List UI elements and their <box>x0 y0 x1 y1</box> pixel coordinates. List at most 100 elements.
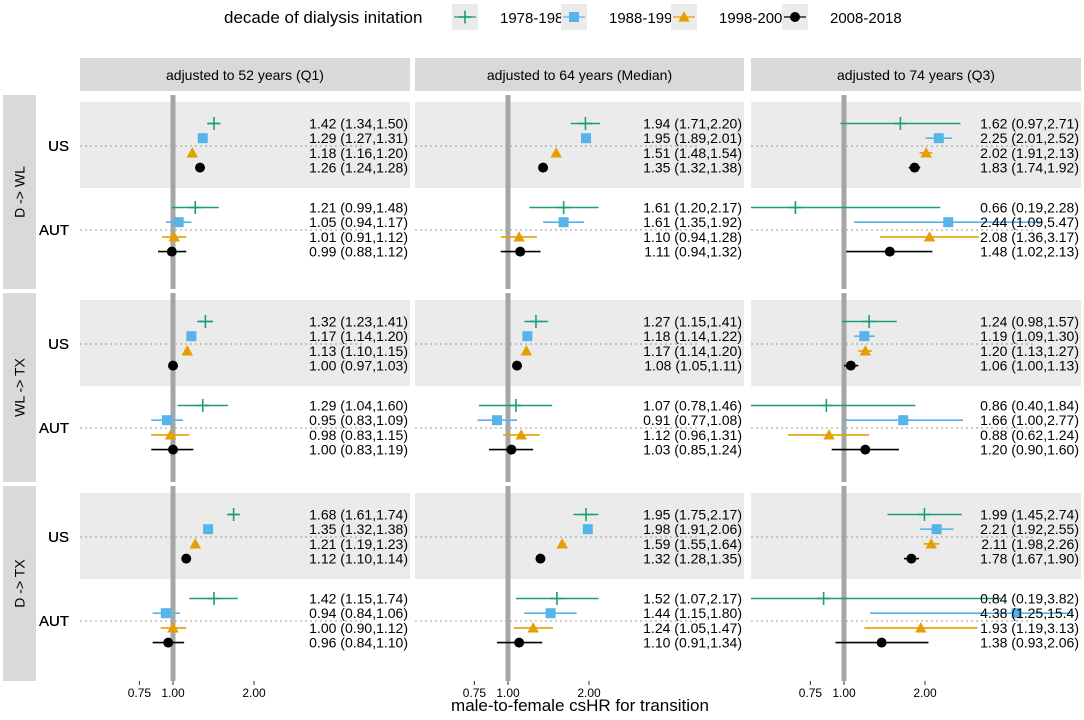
x-tick-label: 1.00 <box>832 686 856 700</box>
estimate-label: 1.19 (1.09,1.30) <box>980 328 1079 344</box>
country-label: AUT <box>39 420 69 437</box>
estimate-label: 1.12 (0.96,1.31) <box>643 427 742 443</box>
column-strip <box>751 58 1081 91</box>
legend-entry-label: 1978-1987 <box>500 10 572 27</box>
estimate-label: 0.99 (0.88,1.12) <box>309 244 408 260</box>
column-strip-label: adjusted to 52 years (Q1) <box>166 67 324 83</box>
estimate-label: 1.35 (1.32,1.38) <box>309 521 408 537</box>
point-circle <box>906 553 917 564</box>
legend-marker-circle <box>790 12 800 22</box>
x-tick-label: 1.00 <box>496 686 520 700</box>
row-strip-label: WL -> TX <box>12 357 28 416</box>
estimate-label: 2.11 (1.98,2.26) <box>981 536 1079 552</box>
estimate-label: 1.48 (1.02,2.13) <box>980 244 1079 260</box>
point-triangle <box>515 429 527 440</box>
x-tick-label: 1.00 <box>161 686 185 700</box>
point-square <box>173 217 184 228</box>
country-label: US <box>48 336 69 353</box>
x-tick-label: 2.00 <box>242 686 266 700</box>
us-band <box>80 493 410 579</box>
panel: US AUT 1.99 (1.45,2.74)2.21 (1.92,2.55)2.1… <box>39 486 1081 681</box>
country-label: AUT <box>39 222 69 239</box>
estimate-label: 1.21 (1.19,1.23) <box>309 536 408 552</box>
country-label: US <box>48 138 69 155</box>
x-tick-label: 2.00 <box>577 686 601 700</box>
us-band <box>415 300 744 386</box>
point-circle <box>181 553 192 564</box>
point-square <box>186 331 197 342</box>
estimate-label: 0.88 (0.62,1.24) <box>980 427 1079 443</box>
estimate-label: 1.61 (1.35,1.92) <box>643 214 742 230</box>
point-square <box>522 331 533 342</box>
us-band <box>80 102 410 188</box>
panel: US AUT 1.62 (0.97,2.71)2.25 (2.01,2.52)2.0… <box>39 95 1081 289</box>
point-triangle <box>915 622 927 633</box>
estimate-label: 0.91 (0.77,1.08) <box>643 412 742 428</box>
point-circle <box>538 162 549 173</box>
estimate-label: 2.21 (1.92,2.55) <box>980 521 1079 537</box>
estimate-label: 1.03 (0.85,1.24) <box>643 442 742 458</box>
point-square <box>943 217 954 228</box>
estimate-label: 1.38 (0.93,2.06) <box>980 635 1079 651</box>
row-strip-label: D -> WL <box>12 166 28 218</box>
estimate-label: 2.25 (2.01,2.52) <box>980 130 1079 146</box>
country-label: US <box>48 336 69 353</box>
estimate-label: 1.05 (0.94,1.17) <box>309 214 408 230</box>
estimate-label: 1.32 (1.28,1.35) <box>643 551 742 567</box>
column-strip <box>80 58 410 91</box>
point-triangle <box>920 147 932 158</box>
estimate-label: 1.93 (1.19,3.13) <box>980 620 1079 636</box>
point-triangle <box>181 345 194 356</box>
estimate-label: 1.94 (1.71,2.20) <box>643 116 742 132</box>
estimate-label: 1.61 (1.20,2.17) <box>643 200 742 216</box>
point-triangle <box>556 538 568 549</box>
estimate-label: 0.66 (0.19,2.28) <box>980 200 1079 216</box>
point-circle <box>909 162 920 173</box>
point-square <box>581 133 592 144</box>
point-square <box>491 415 502 426</box>
point-square <box>545 608 556 619</box>
us-band <box>415 493 744 579</box>
estimate-label: 1.12 (1.10,1.14) <box>309 551 408 567</box>
x-tick-label: 0.75 <box>799 686 823 700</box>
row-strips: D -> WL WL -> TX D -> TX <box>3 95 36 681</box>
estimate-label: 1.07 (0.78,1.46) <box>643 398 742 414</box>
panel: US AUT 1.32 (1.23,1.41)1.17 (1.14,1.20)1.1… <box>39 293 410 482</box>
point-square <box>558 217 569 228</box>
estimate-label: 0.98 (0.83,1.15) <box>309 427 408 443</box>
panel: US AUT 1.94 (1.71,2.20)1.95 (1.89,2.01)1.5… <box>39 95 744 289</box>
estimate-label: 1.11 (0.94,1.32) <box>644 244 742 260</box>
us-band <box>751 300 1081 386</box>
point-square <box>197 133 208 144</box>
estimate-label: 1.44 (1.15,1.80) <box>643 605 742 621</box>
estimate-label: 1.42 (1.34,1.50) <box>309 116 408 132</box>
x-tick-label: 0.75 <box>128 686 152 700</box>
estimate-label: 1.06 (1.00,1.13) <box>980 358 1079 374</box>
estimate-label: 0.84 (0.19,3.82) <box>980 591 1079 607</box>
estimate-label: 1.62 (0.97,2.71) <box>980 116 1079 132</box>
point-square <box>1011 608 1022 619</box>
panel: US AUT 1.42 (1.34,1.50)1.29 (1.27,1.31)1.1… <box>39 95 410 289</box>
point-circle <box>506 444 517 455</box>
legend-entry-label: 1988-1997 <box>609 10 681 27</box>
estimate-label: 1.00 (0.90,1.12) <box>309 620 408 636</box>
column-strip-label: adjusted to 74 years (Q3) <box>837 67 995 83</box>
panel: US AUT 1.68 (1.61,1.74)1.35 (1.32,1.38)1.2… <box>39 486 410 681</box>
row-strip <box>3 95 36 289</box>
us-band <box>751 102 1081 188</box>
point-triangle <box>520 345 533 356</box>
country-label: US <box>48 336 69 353</box>
point-triangle <box>189 538 202 549</box>
row-strip <box>3 293 36 482</box>
us-band <box>415 102 744 188</box>
point-triangle <box>550 147 562 158</box>
x-tick-label: 2.00 <box>913 686 937 700</box>
estimate-label: 2.02 (1.91,2.13) <box>980 145 1079 161</box>
estimate-label: 0.95 (0.83,1.09) <box>309 412 408 428</box>
country-label: AUT <box>39 222 69 239</box>
estimate-label: 1.59 (1.55,1.64) <box>643 536 742 552</box>
